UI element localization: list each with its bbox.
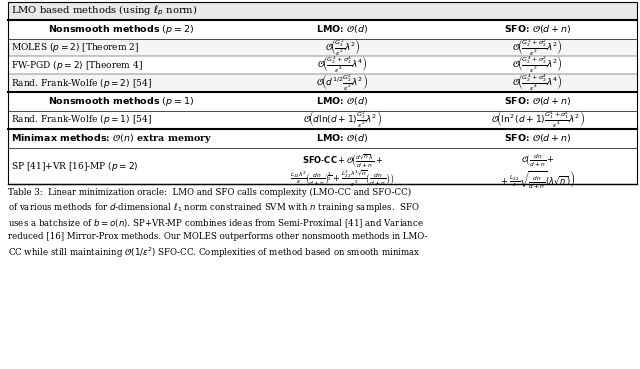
Text: $\mathbf{Nonsmooth\ methods}\ (p=1)$: $\mathbf{Nonsmooth\ methods}\ (p=1)$ bbox=[49, 95, 195, 108]
Text: $\mathcal{O}\!\left(d\ln(d+1)\frac{G_2^2}{\varepsilon^2}\lambda^2\right)$: $\mathcal{O}\!\left(d\ln(d+1)\frac{G_2^2… bbox=[303, 110, 382, 130]
Bar bbox=[8, 2, 637, 20]
Text: $\mathcal{O}\!\left(\frac{G_2^4+\sigma_2^4}{\varepsilon^4}\lambda^4\right)$: $\mathcal{O}\!\left(\frac{G_2^4+\sigma_2… bbox=[317, 55, 368, 76]
Text: $\mathbf{LMO}$: $\mathcal{O}(d)$: $\mathbf{LMO}$: $\mathcal{O}(d)$ bbox=[316, 132, 369, 144]
Text: $\mathcal{O}\!\left(d^{1/2}\frac{G_2^2}{\varepsilon^2}\lambda^2\right)$: $\mathcal{O}\!\left(d^{1/2}\frac{G_2^2}{… bbox=[316, 73, 369, 93]
Text: LMO based methods (using $\ell_p$ norm): LMO based methods (using $\ell_p$ norm) bbox=[11, 3, 197, 18]
Text: $\mathbf{LMO}$: $\mathcal{O}(d)$: $\mathbf{LMO}$: $\mathcal{O}(d)$ bbox=[316, 96, 369, 107]
Text: Table 3:  Linear minimization oracle:  LMO and SFO calls complexity (LMO-CC and : Table 3: Linear minimization oracle: LMO… bbox=[8, 188, 427, 260]
Bar bbox=[8, 74, 637, 92]
Text: $\mathbf{SFO}$: $\mathcal{O}(d+n)$: $\mathbf{SFO}$: $\mathcal{O}(d+n)$ bbox=[504, 23, 572, 35]
Text: $\mathcal{O}\!\left(\frac{G_2^2}{\varepsilon^2}\lambda^2\right)$: $\mathcal{O}\!\left(\frac{G_2^2}{\vareps… bbox=[324, 37, 360, 58]
Text: $\mathbf{Minimax\ methods}$: $\mathcal{O}(n)$ extra memory: $\mathbf{Minimax\ methods}$: $\mathcal{O… bbox=[11, 132, 212, 145]
Text: $\mathcal{O}\!\left(\frac{G_2^4+\sigma_2^4}{\varepsilon^4}\lambda^4\right)$: $\mathcal{O}\!\left(\frac{G_2^4+\sigma_2… bbox=[512, 73, 563, 93]
Text: SP [41]+VR [16]-MP $(p=2)$: SP [41]+VR [16]-MP $(p=2)$ bbox=[11, 159, 138, 173]
Text: $\mathcal{O}\!\left(\frac{dn}{d+n}+\right.$: $\mathcal{O}\!\left(\frac{dn}{d+n}+\righ… bbox=[520, 152, 555, 169]
Text: $\mathbf{LMO}$: $\mathcal{O}(d)$: $\mathbf{LMO}$: $\mathcal{O}(d)$ bbox=[316, 23, 369, 35]
Text: $\mathcal{O}\!\left(\frac{G_2^2+\sigma_2^2}{\varepsilon^2}\lambda^2\right)$: $\mathcal{O}\!\left(\frac{G_2^2+\sigma_2… bbox=[512, 37, 563, 58]
Text: $\mathbf{Nonsmooth\ methods}\ (p=2)$: $\mathbf{Nonsmooth\ methods}\ (p=2)$ bbox=[49, 23, 195, 36]
Text: $\mathbf{SFO}$: $\mathcal{O}(d+n)$: $\mathbf{SFO}$: $\mathcal{O}(d+n)$ bbox=[504, 96, 572, 107]
Text: Rand. Frank-Wolfe $(p=1)$ [54]: Rand. Frank-Wolfe $(p=1)$ [54] bbox=[11, 113, 152, 127]
Bar bbox=[8, 2, 637, 184]
Text: $\frac{\tilde{L}_{22}\lambda^2}{\varepsilon}\!\left(\frac{dn}{d+n}\right)^{\!\fr: $\frac{\tilde{L}_{22}\lambda^2}{\varepsi… bbox=[291, 168, 394, 189]
Text: $\left.+\frac{\tilde{L}_{22}}{\varepsilon}\sqrt{\frac{dn}{d+n}}\left(\lambda\sqr: $\left.+\frac{\tilde{L}_{22}}{\varepsilo… bbox=[499, 168, 576, 191]
Text: Rand. Frank-Wolfe $(p=2)$ [54]: Rand. Frank-Wolfe $(p=2)$ [54] bbox=[11, 76, 152, 90]
Text: $\mathcal{O}\!\left(\ln^2(d+1)\frac{G_1^4+\sigma_1^4}{\varepsilon^4}\lambda^2\ri: $\mathcal{O}\!\left(\ln^2(d+1)\frac{G_1^… bbox=[490, 110, 585, 130]
Text: $\mathbf{SFO\text{-}CC} + \mathcal{O}\!\left(\frac{d\sqrt{n}\,\lambda}{d+n}+\rig: $\mathbf{SFO\text{-}CC} + \mathcal{O}\!\… bbox=[302, 152, 383, 170]
Text: $\mathbf{SFO}$: $\mathcal{O}(d+n)$: $\mathbf{SFO}$: $\mathcal{O}(d+n)$ bbox=[504, 132, 572, 144]
Text: $\mathcal{O}\!\left(\frac{G_2^4+\sigma_2^2}{\varepsilon^2}\lambda^2\right)$: $\mathcal{O}\!\left(\frac{G_2^4+\sigma_2… bbox=[512, 55, 563, 76]
Bar bbox=[8, 39, 637, 56]
Text: FW-PGD $(p=2)$ [Theorem 4]: FW-PGD $(p=2)$ [Theorem 4] bbox=[11, 59, 143, 72]
Text: MOLES $(p=2)$ [Theorem 2]: MOLES $(p=2)$ [Theorem 2] bbox=[11, 41, 139, 54]
